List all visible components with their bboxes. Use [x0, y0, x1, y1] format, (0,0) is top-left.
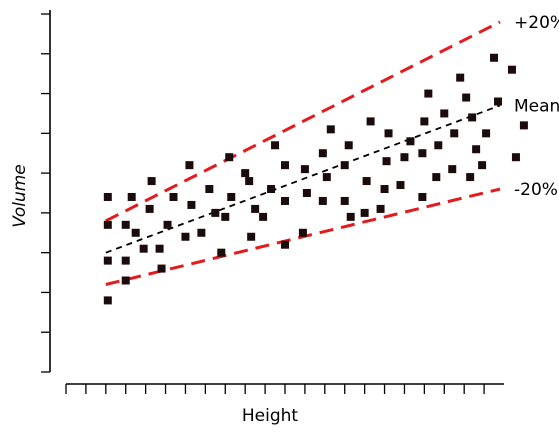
data-point: [345, 141, 353, 149]
data-point: [247, 233, 255, 241]
data-point: [299, 229, 307, 237]
data-point: [211, 209, 219, 217]
data-point: [377, 205, 385, 213]
data-point: [245, 177, 253, 185]
y-axis-title: Volume: [10, 164, 30, 228]
data-point: [197, 229, 205, 237]
data-point: [508, 66, 516, 74]
data-point: [494, 98, 502, 106]
data-points: [104, 54, 528, 305]
data-point: [400, 153, 408, 161]
data-point: [170, 193, 178, 201]
data-point: [418, 193, 426, 201]
data-point: [424, 90, 432, 98]
data-point: [418, 149, 426, 157]
data-point: [128, 193, 136, 201]
data-point: [122, 257, 130, 265]
data-point: [187, 201, 195, 209]
data-point: [327, 125, 335, 133]
axes: [41, 10, 504, 394]
data-point: [456, 74, 464, 82]
line-labels: +20% Mean -20%: [514, 13, 559, 200]
data-point: [434, 141, 442, 149]
data-point: [227, 193, 235, 201]
data-point: [146, 205, 154, 213]
data-point: [440, 109, 448, 117]
data-point: [385, 129, 393, 137]
data-point: [301, 165, 309, 173]
trend-line-label: Mean: [514, 96, 559, 116]
data-point: [323, 173, 331, 181]
data-point: [225, 153, 233, 161]
data-point: [181, 233, 189, 241]
data-point: [148, 177, 156, 185]
data-point: [420, 117, 428, 125]
data-point: [396, 181, 404, 189]
data-point: [341, 197, 349, 205]
data-point: [319, 149, 327, 157]
data-point: [132, 229, 140, 237]
data-point: [281, 197, 289, 205]
data-point: [406, 137, 414, 145]
data-point: [462, 94, 470, 102]
trend-lines: [106, 22, 500, 285]
data-point: [122, 277, 130, 285]
data-point: [205, 185, 213, 193]
data-point: [241, 169, 249, 177]
data-point: [267, 185, 275, 193]
data-point: [367, 117, 375, 125]
trend-line-label: +20%: [514, 13, 559, 33]
data-point: [271, 141, 279, 149]
data-point: [185, 161, 193, 169]
data-point: [259, 213, 267, 221]
data-point: [347, 213, 355, 221]
data-point: [319, 197, 327, 205]
data-point: [466, 173, 474, 181]
data-point: [303, 189, 311, 197]
data-point: [432, 173, 440, 181]
data-point: [251, 205, 259, 213]
data-point: [478, 161, 486, 169]
data-point: [361, 209, 369, 217]
data-point: [490, 54, 498, 62]
data-point: [140, 245, 148, 253]
data-point: [158, 265, 166, 273]
data-point: [104, 193, 112, 201]
data-point: [217, 249, 225, 257]
data-point: [122, 221, 130, 229]
data-point: [482, 129, 490, 137]
y-ticks: [41, 14, 50, 372]
data-point: [450, 129, 458, 137]
data-point: [281, 161, 289, 169]
data-point: [512, 153, 520, 161]
data-point: [383, 157, 391, 165]
data-point: [448, 165, 456, 173]
data-point: [363, 177, 371, 185]
data-point: [104, 257, 112, 265]
data-point: [156, 245, 164, 253]
data-point: [341, 161, 349, 169]
data-point: [281, 241, 289, 249]
data-point: [381, 185, 389, 193]
data-point: [104, 296, 112, 304]
data-point: [468, 113, 476, 121]
data-point: [221, 213, 229, 221]
data-point: [164, 221, 172, 229]
trend-line-label: -20%: [514, 180, 558, 200]
data-point: [104, 221, 112, 229]
data-point: [520, 121, 528, 129]
data-point: [472, 145, 480, 153]
x-ticks: [66, 384, 484, 394]
x-axis-title: Height: [242, 406, 299, 426]
